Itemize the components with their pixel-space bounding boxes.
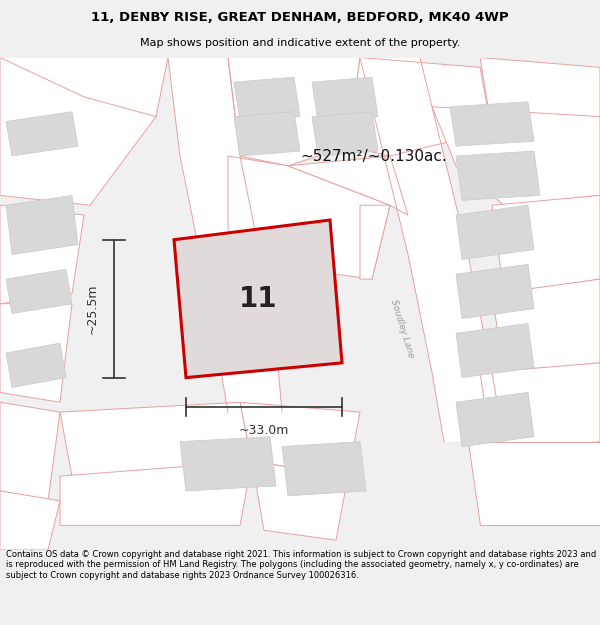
Polygon shape [6, 196, 78, 254]
Polygon shape [456, 392, 534, 447]
Polygon shape [456, 324, 534, 378]
Polygon shape [468, 442, 600, 526]
Polygon shape [6, 269, 72, 314]
Polygon shape [0, 304, 72, 402]
Polygon shape [312, 78, 378, 121]
Text: ~25.5m: ~25.5m [86, 283, 99, 334]
Polygon shape [60, 461, 252, 526]
Polygon shape [174, 220, 342, 378]
Text: 11, DENBY RISE, GREAT DENHAM, BEDFORD, MK40 4WP: 11, DENBY RISE, GREAT DENHAM, BEDFORD, M… [91, 11, 509, 24]
Polygon shape [228, 156, 390, 279]
Text: Contains OS data © Crown copyright and database right 2021. This information is : Contains OS data © Crown copyright and d… [6, 550, 596, 580]
Polygon shape [0, 205, 84, 304]
Polygon shape [180, 437, 276, 491]
Polygon shape [312, 112, 378, 156]
Polygon shape [480, 58, 600, 166]
Polygon shape [492, 196, 600, 294]
Text: Denby Rise: Denby Rise [195, 253, 219, 305]
Polygon shape [0, 491, 60, 550]
Polygon shape [288, 156, 408, 215]
Polygon shape [360, 58, 504, 442]
Polygon shape [234, 112, 300, 156]
Polygon shape [240, 402, 360, 476]
Polygon shape [450, 102, 534, 146]
Polygon shape [0, 501, 48, 550]
Polygon shape [0, 402, 60, 501]
Polygon shape [234, 78, 300, 121]
Polygon shape [348, 58, 492, 156]
Text: Soudley Lane: Soudley Lane [389, 298, 415, 359]
Polygon shape [480, 363, 600, 451]
Polygon shape [0, 58, 168, 117]
Polygon shape [360, 205, 390, 279]
Polygon shape [456, 264, 534, 319]
Polygon shape [282, 442, 366, 496]
Polygon shape [456, 151, 540, 201]
Polygon shape [0, 58, 156, 205]
Polygon shape [6, 343, 66, 388]
Polygon shape [60, 402, 252, 476]
Polygon shape [492, 279, 600, 372]
Text: ~33.0m: ~33.0m [239, 424, 289, 438]
Polygon shape [252, 461, 348, 540]
Polygon shape [6, 112, 78, 156]
Polygon shape [432, 107, 600, 205]
Text: 11: 11 [239, 285, 277, 313]
Text: ~527m²/~0.130ac.: ~527m²/~0.130ac. [300, 149, 447, 164]
Polygon shape [168, 58, 282, 412]
Polygon shape [456, 205, 534, 259]
Text: Map shows position and indicative extent of the property.: Map shows position and indicative extent… [140, 38, 460, 48]
Polygon shape [228, 58, 360, 166]
